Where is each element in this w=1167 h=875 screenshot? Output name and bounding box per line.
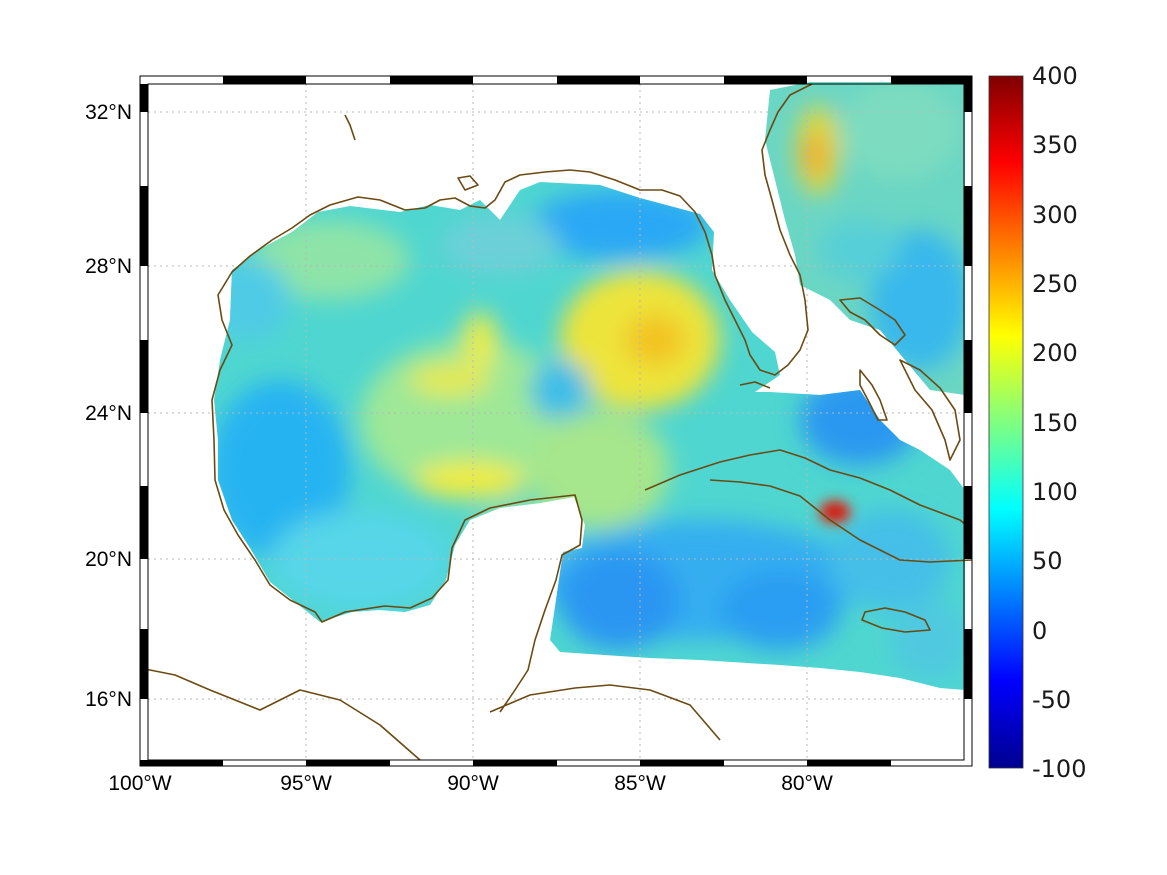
x-tick-label: 100°W (108, 772, 171, 795)
y-tick-labels: 32°N 28°N 24°N 20°N 16°N (85, 101, 132, 711)
x-tick-label: 90°W (447, 772, 499, 795)
x-tick-label: 95°W (280, 772, 332, 795)
colorbar-gradient (988, 75, 1024, 769)
data-field (214, 82, 965, 690)
colorbar-tick-label: 100 (1032, 478, 1078, 506)
colorbar-tick-label: 150 (1032, 409, 1078, 437)
colorbar-tick-label: 350 (1032, 131, 1078, 159)
colorbar-tick-label: -100 (1032, 755, 1086, 783)
graticule (148, 84, 964, 760)
y-tick-label: 32°N (85, 101, 132, 124)
colorbar-tick-label: 50 (1032, 547, 1063, 575)
coastlines (139, 83, 973, 761)
y-tick-label: 24°N (85, 402, 132, 425)
colorbar-tick-label: 250 (1032, 270, 1078, 298)
y-tick-label: 28°N (85, 255, 132, 278)
y-tick-label: 20°N (85, 548, 132, 571)
x-tick-label: 85°W (614, 772, 666, 795)
y-tick-label: 16°N (85, 688, 132, 711)
colorbar-tick-label: 0 (1032, 617, 1047, 645)
x-tick-label: 80°W (781, 772, 833, 795)
colorbar: 400 350 300 250 200 150 100 50 0 -50 -10… (988, 62, 1086, 783)
colorbar-tick-label: 300 (1032, 201, 1078, 229)
map-frame (139, 75, 973, 767)
x-tick-labels: 100°W 95°W 90°W 85°W 80°W (108, 772, 833, 795)
colorbar-tick-labels: 400 350 300 250 200 150 100 50 0 -50 -10… (1032, 62, 1086, 783)
colorbar-tick-label: 200 (1032, 339, 1078, 367)
colorbar-tick-label: 400 (1032, 62, 1078, 90)
colorbar-tick-label: -50 (1032, 686, 1071, 714)
